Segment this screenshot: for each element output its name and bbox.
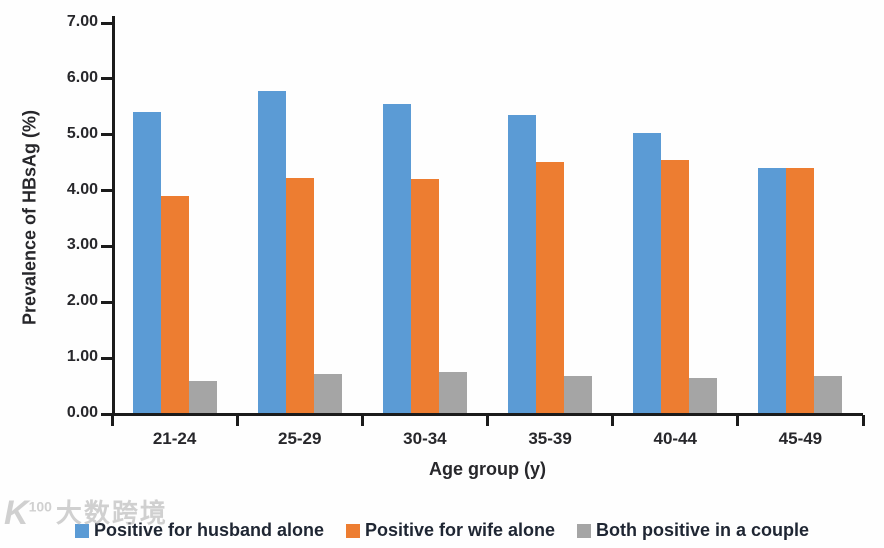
y-tick-label: 7.00 (66, 13, 98, 30)
x-category-label: 40-44 (653, 429, 697, 448)
y-tick-label: 3.00 (66, 236, 98, 254)
bar-husband-alone (257, 90, 286, 413)
bar-both-positive (438, 372, 467, 413)
y-tick-mark (101, 21, 112, 25)
legend-label: Positive for husband alone (93, 520, 324, 540)
x-category-label: 21-24 (152, 429, 197, 448)
bar-wife-alone (160, 196, 189, 413)
bar-wife-alone (410, 178, 439, 413)
y-tick-mark (101, 356, 112, 360)
x-category-label: 30-34 (403, 429, 447, 448)
legend-swatch-icon (577, 523, 592, 538)
y-tick-label: 1.00 (66, 348, 98, 366)
bar-both-positive (689, 378, 718, 413)
y-tick-mark (101, 133, 112, 137)
bar-both-positive (313, 373, 342, 413)
y-tick-label: 2.00 (66, 292, 98, 310)
y-axis-line (112, 16, 115, 416)
y-tick-label: 4.00 (66, 180, 98, 198)
chart-legend: Positive for husband alone Positive for w… (0, 520, 884, 541)
legend-swatch-icon (74, 523, 89, 538)
bar-both-positive (814, 375, 843, 413)
x-tick-mark (611, 415, 615, 426)
bar-husband-alone (758, 168, 787, 413)
x-axis-title: Age group (y) (429, 459, 546, 479)
bar-wife-alone (285, 178, 314, 413)
x-category-label: 35-39 (528, 429, 572, 448)
legend-item-wife-alone: Positive for wife alone (345, 520, 556, 541)
bar-wife-alone (536, 161, 565, 413)
bar-wife-alone (661, 159, 690, 413)
bar-husband-alone (508, 115, 537, 413)
legend-item-both-positive: Both positive in a couple (577, 520, 809, 541)
x-tick-mark (861, 415, 865, 426)
legend-item-husband-alone: Positive for husband alone (74, 520, 324, 541)
legend-label: Positive for wife alone (364, 520, 556, 540)
bar-husband-alone (132, 112, 161, 413)
y-tick-mark (101, 412, 112, 416)
legend-label: Both positive in a couple (596, 520, 810, 540)
y-tick-label: 6.00 (66, 68, 98, 86)
bar-both-positive (188, 380, 217, 413)
x-tick-mark (736, 415, 740, 426)
y-tick-label: 0.00 (66, 404, 98, 421)
x-tick-mark (360, 415, 364, 426)
x-category-label: 25-29 (277, 429, 322, 448)
x-axis-line (112, 413, 863, 416)
y-tick-mark (101, 189, 112, 193)
x-tick-mark (235, 415, 239, 426)
bar-husband-alone (633, 133, 662, 413)
bar-husband-alone (382, 104, 411, 413)
bar-both-positive (564, 375, 593, 413)
x-tick-mark (110, 415, 114, 426)
y-tick-label: 5.00 (66, 124, 98, 142)
y-tick-mark (101, 244, 112, 248)
y-tick-mark (101, 300, 112, 304)
x-tick-mark (486, 415, 489, 426)
x-category-label: 45-49 (778, 429, 823, 448)
y-tick-mark (101, 77, 112, 81)
legend-swatch-icon (345, 523, 360, 538)
bar-wife-alone (786, 168, 815, 413)
